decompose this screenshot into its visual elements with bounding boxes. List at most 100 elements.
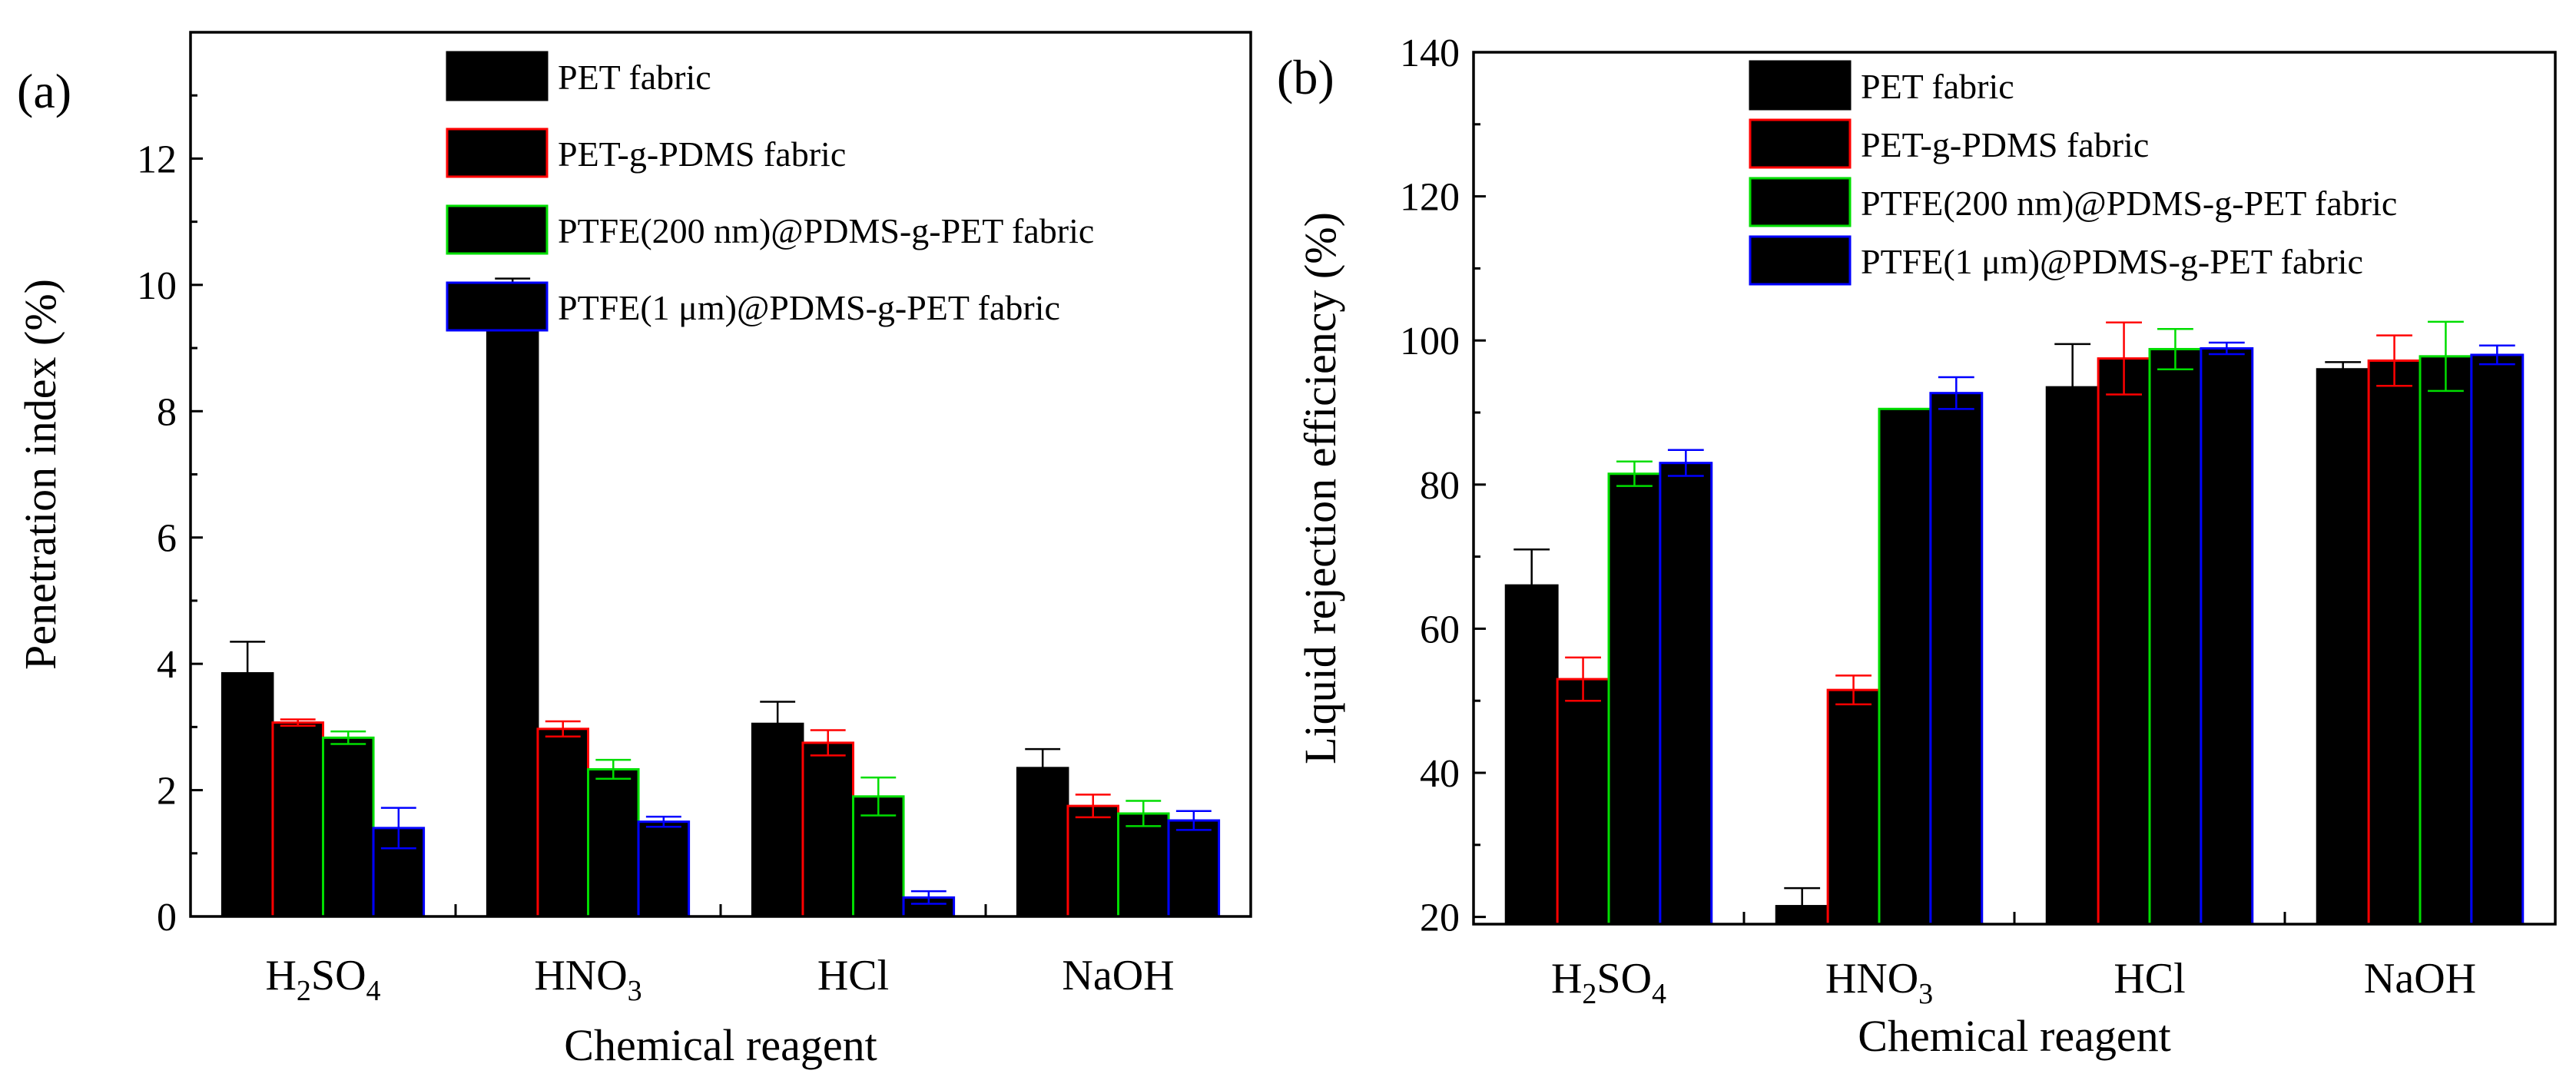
x-category-label-part: 4 (1652, 978, 1666, 1010)
legend-item-pet-fabric: PET fabric (446, 51, 711, 101)
bar-ptfe-200-nm-pdms-g-pet-fabric-1 (1878, 407, 1932, 926)
error-bar-pet-g-pdms-fabric-0 (280, 718, 316, 727)
bar-pet-g-pdms-fabric-3 (2367, 359, 2422, 926)
legend-label: PTFE(1 μm)@PDMS-g-PET fabric (558, 288, 1060, 327)
bar-pet-fabric-2 (751, 722, 804, 918)
x-category-label-part: NaOH (2364, 955, 2476, 1002)
error-bar-pet-fabric-3 (2325, 361, 2362, 378)
x-category-label: NaOH (2364, 955, 2476, 1002)
x-category-label-part: SO (1596, 955, 1652, 1002)
legend-label: PTFE(1 μm)@PDMS-g-PET fabric (1861, 242, 2363, 281)
x-category-label: HNO3 (534, 952, 642, 1007)
bar-pet-g-pdms-fabric-1 (1826, 688, 1881, 926)
bar-pet-g-pdms-fabric-3 (1066, 804, 1119, 918)
bar-ptfe-200-nm-pdms-g-pet-fabric-2 (852, 795, 905, 918)
x-category-label: H2SO4 (1551, 955, 1666, 1010)
bar-ptfe-1-m-pdms-g-pet-fabric-0 (1659, 462, 1713, 926)
legend-label: PET-g-PDMS fabric (558, 134, 846, 174)
y-axis-title: Penetration index (%) (15, 279, 65, 670)
bar-ptfe-200-nm-pdms-g-pet-fabric-0 (1607, 472, 1662, 926)
bar-pet-fabric-3 (1016, 767, 1069, 918)
x-category-label: HCl (817, 952, 889, 999)
x-category-label: HCl (2114, 955, 2185, 1002)
bar-pet-fabric-3 (2316, 368, 2370, 926)
legend-swatch (1749, 118, 1852, 169)
x-category-label: HNO3 (1825, 955, 1933, 1010)
error-bar-ptfe-1-m-pdms-g-pet-fabric-3 (1175, 810, 1212, 831)
error-bar-ptfe-200-nm-pdms-g-pet-fabric-2 (2157, 327, 2193, 370)
y-tick-label: 12 (137, 138, 177, 181)
x-category-label-part: 3 (1918, 978, 1933, 1010)
legend-item-pet-g-pdms-fabric: PET-g-PDMS fabric (1749, 118, 2149, 169)
error-bar-ptfe-1-m-pdms-g-pet-fabric-2 (2208, 341, 2245, 356)
x-category-label: NaOH (1062, 952, 1174, 999)
error-bar-ptfe-1-m-pdms-g-pet-fabric-2 (910, 890, 947, 905)
x-category-label: H2SO4 (265, 952, 380, 1007)
panel-label: (b) (1277, 50, 1334, 104)
x-category-label-part: SO (311, 952, 366, 999)
bar-ptfe-1-m-pdms-g-pet-fabric-1 (637, 820, 691, 918)
error-bar-ptfe-1-m-pdms-g-pet-fabric-0 (380, 807, 416, 850)
bar-pet-fabric-0 (220, 671, 274, 918)
error-bar-pet-fabric-0 (230, 641, 266, 706)
legend-item-ptfe-200-nm-pdms-g-pet-fabric: PTFE(200 nm)@PDMS-g-PET fabric (1749, 177, 2397, 227)
legend-swatch (1749, 177, 1852, 227)
bar-pet-g-pdms-fabric-1 (536, 727, 590, 918)
y-tick-label: 80 (1420, 464, 1460, 508)
bar-pet-fabric-0 (1504, 584, 1559, 926)
legend-item-ptfe-1-m-pdms-g-pet-fabric: PTFE(1 μm)@PDMS-g-PET fabric (446, 281, 1060, 332)
x-category-label-part: H (1551, 955, 1582, 1002)
legend-swatch (446, 128, 549, 178)
error-bar-pet-g-pdms-fabric-1 (1835, 674, 1871, 706)
legend-label: PET-g-PDMS fabric (1861, 125, 2149, 164)
error-bar-ptfe-1-m-pdms-g-pet-fabric-1 (1938, 376, 1974, 410)
x-category-label-part: HCl (817, 952, 889, 999)
error-bar-pet-fabric-2 (760, 701, 796, 747)
x-axis-title: Chemical reagent (1858, 1011, 2170, 1061)
error-bar-ptfe-200-nm-pdms-g-pet-fabric-1 (595, 758, 632, 780)
legend-item-pet-g-pdms-fabric: PET-g-PDMS fabric (446, 128, 846, 178)
legend-label: PET fabric (1861, 67, 2014, 106)
legend-swatch (446, 204, 549, 255)
y-tick-label: 100 (1400, 320, 1460, 363)
y-tick-label: 10 (137, 264, 177, 308)
error-bar-ptfe-200-nm-pdms-g-pet-fabric-0 (1616, 460, 1653, 487)
y-tick-label: 20 (1420, 896, 1460, 940)
x-category-label-part: H (265, 952, 296, 999)
y-tick-label: 8 (157, 390, 177, 434)
legend-swatch (446, 281, 549, 332)
y-tick-label: 6 (157, 517, 177, 561)
legend-swatch (446, 51, 549, 101)
legend-swatch (1749, 60, 1852, 111)
error-bar-ptfe-1-m-pdms-g-pet-fabric-0 (1667, 449, 1704, 477)
bar-ptfe-1-m-pdms-g-pet-fabric-3 (2470, 353, 2525, 926)
y-tick-label: 4 (157, 643, 177, 687)
x-category-label-part: HNO (534, 952, 627, 999)
error-bar-pet-fabric-2 (2054, 343, 2091, 432)
x-axis-title: Chemical reagent (564, 1020, 877, 1070)
legend-label: PET fabric (558, 58, 711, 97)
bar-ptfe-1-m-pdms-g-pet-fabric-3 (1167, 819, 1221, 918)
bar-ptfe-200-nm-pdms-g-pet-fabric-3 (1117, 812, 1170, 918)
x-category-label-part: NaOH (1062, 952, 1174, 999)
error-bar-ptfe-200-nm-pdms-g-pet-fabric-0 (330, 730, 366, 745)
bar-ptfe-200-nm-pdms-g-pet-fabric-1 (587, 767, 640, 918)
error-bar-ptfe-200-nm-pdms-g-pet-fabric-2 (860, 776, 897, 817)
legend-swatch (1749, 235, 1852, 286)
error-bar-pet-fabric-3 (1025, 747, 1061, 788)
y-tick-label: 40 (1420, 752, 1460, 796)
x-category-label-part: 2 (297, 975, 311, 1007)
y-axis-title: Liquid rejection efficiency (%) (1295, 212, 1345, 764)
error-bar-pet-g-pdms-fabric-2 (810, 729, 846, 757)
panel-label: (a) (17, 64, 71, 118)
error-bar-pet-g-pdms-fabric-3 (2376, 334, 2412, 387)
y-tick-label: 140 (1400, 31, 1460, 75)
error-bar-pet-g-pdms-fabric-2 (2106, 321, 2142, 396)
bar-pet-g-pdms-fabric-0 (271, 721, 325, 918)
bar-ptfe-200-nm-pdms-g-pet-fabric-3 (2419, 355, 2473, 926)
legend-label: PTFE(200 nm)@PDMS-g-PET fabric (558, 211, 1094, 250)
x-category-label-part: 4 (366, 975, 381, 1007)
x-category-label-part: 2 (1582, 978, 1596, 1010)
error-bar-pet-g-pdms-fabric-1 (545, 720, 581, 737)
